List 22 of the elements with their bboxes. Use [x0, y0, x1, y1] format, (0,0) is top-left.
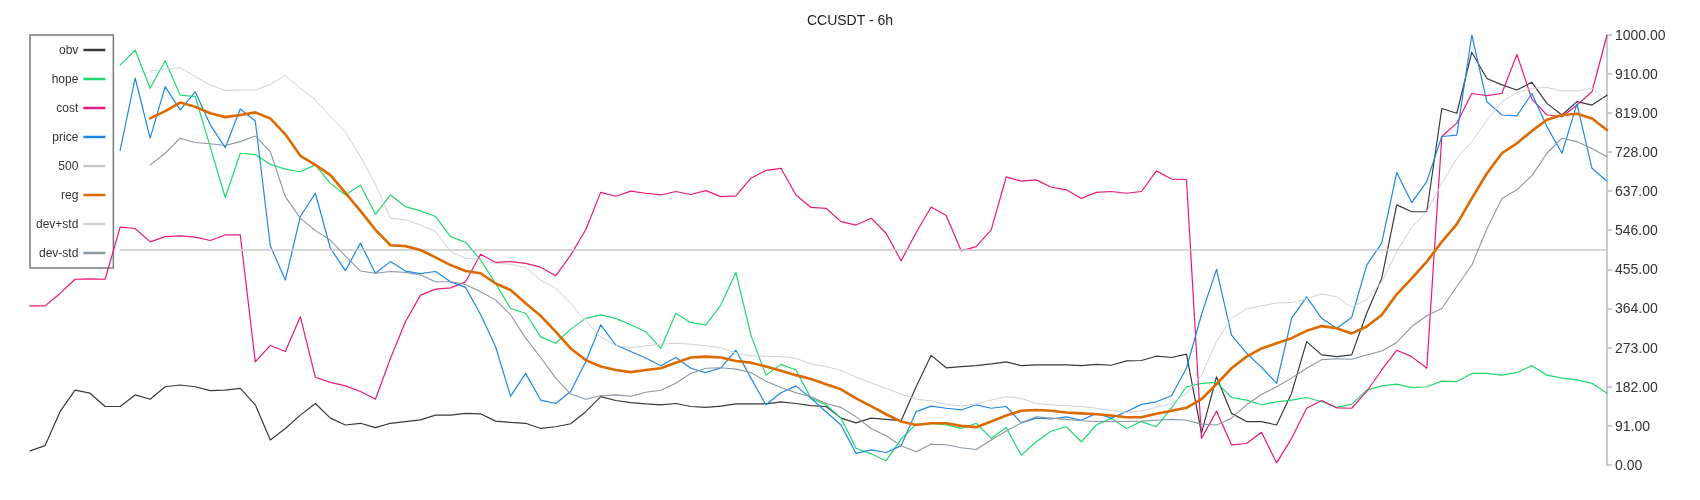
y-tick-label: 819.00 [1615, 104, 1659, 121]
y-tick-label: 182.00 [1615, 378, 1659, 395]
y-tick-label: 0.00 [1615, 457, 1643, 473]
y-tick-label: 910.00 [1615, 65, 1659, 82]
y-tick-label: 364.00 [1615, 300, 1659, 317]
y-tick-label: 273.00 [1615, 339, 1659, 356]
legend-label: dev-std [39, 246, 79, 260]
chart-title: CCUSDT - 6h [806, 12, 894, 28]
legend-label: obv [59, 43, 79, 57]
legend-label: price [52, 130, 79, 144]
legend-label: 500 [58, 159, 79, 173]
y-tick-label: 91.00 [1615, 417, 1651, 434]
y-tick-label: 637.00 [1615, 183, 1659, 200]
y-tick-label: 546.00 [1615, 222, 1659, 239]
legend-label: cost [56, 101, 80, 115]
legend-label: hope [51, 72, 79, 86]
legend-label: reg [61, 188, 79, 202]
y-tick-label: 1000.00 [1615, 27, 1666, 43]
line-series [149, 135, 1608, 453]
legend-label: dev+std [35, 217, 79, 231]
y-tick-label: 728.00 [1615, 143, 1659, 160]
y-tick-label: 455.00 [1615, 261, 1659, 278]
